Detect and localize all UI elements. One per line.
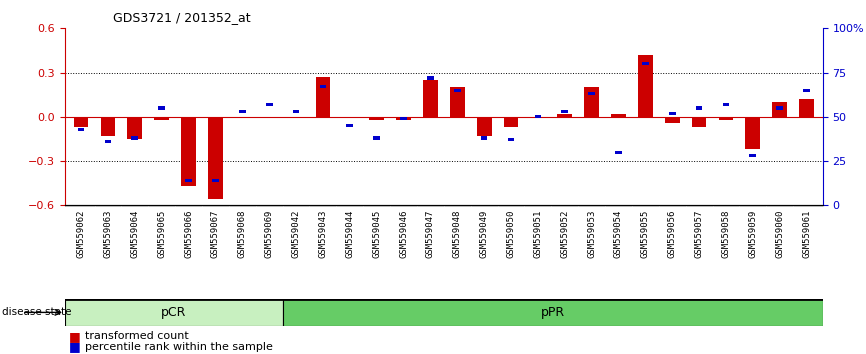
Text: pCR: pCR	[161, 306, 186, 319]
Text: GSM559064: GSM559064	[130, 210, 139, 258]
Bar	[588, 92, 595, 96]
Bar	[749, 154, 756, 158]
Text: GSM559053: GSM559053	[587, 210, 596, 258]
Text: GSM559063: GSM559063	[103, 210, 113, 258]
Bar	[262, 117, 276, 118]
Bar	[585, 87, 599, 117]
Bar	[100, 117, 115, 136]
Text: GSM559043: GSM559043	[319, 210, 327, 258]
Bar	[132, 136, 139, 140]
Bar	[105, 140, 112, 143]
Bar	[400, 117, 407, 120]
Bar	[288, 117, 303, 118]
Text: transformed count: transformed count	[85, 331, 189, 341]
Bar	[561, 110, 568, 113]
Bar	[320, 85, 326, 88]
Text: GSM559057: GSM559057	[695, 210, 703, 258]
Bar	[185, 179, 192, 182]
Text: disease state: disease state	[2, 307, 71, 318]
Text: GSM559059: GSM559059	[748, 210, 758, 258]
Bar	[127, 117, 142, 139]
Text: GSM559048: GSM559048	[453, 210, 462, 258]
Bar	[373, 136, 380, 140]
Text: GSM559069: GSM559069	[265, 210, 274, 258]
Bar	[282, 299, 823, 326]
Bar	[74, 117, 88, 127]
Bar	[507, 138, 514, 142]
Bar	[558, 114, 572, 117]
Bar	[315, 77, 330, 117]
Text: GSM559056: GSM559056	[668, 210, 676, 258]
Bar	[212, 179, 219, 182]
Bar	[638, 55, 653, 117]
Bar	[477, 117, 492, 136]
Bar	[481, 136, 488, 140]
Text: GSM559052: GSM559052	[560, 210, 569, 258]
Text: pPR: pPR	[540, 306, 565, 319]
Bar	[293, 110, 300, 113]
Text: GSM559045: GSM559045	[372, 210, 381, 258]
Bar	[531, 117, 546, 118]
Bar	[235, 117, 249, 118]
Text: GDS3721 / 201352_at: GDS3721 / 201352_at	[113, 11, 250, 24]
Bar	[449, 87, 465, 117]
Text: GSM559049: GSM559049	[480, 210, 488, 258]
Text: GSM559068: GSM559068	[238, 210, 247, 258]
Bar	[665, 117, 680, 123]
Bar	[239, 110, 246, 113]
Bar	[266, 103, 273, 106]
Text: GSM559066: GSM559066	[184, 210, 193, 258]
Bar	[776, 106, 783, 110]
Text: GSM559061: GSM559061	[802, 210, 811, 258]
Bar	[669, 112, 675, 115]
Bar	[534, 115, 541, 119]
Bar	[423, 80, 438, 117]
Bar	[454, 88, 461, 92]
Bar	[504, 117, 519, 127]
Text: GSM559046: GSM559046	[399, 210, 408, 258]
Text: GSM559067: GSM559067	[211, 210, 220, 258]
Text: GSM559062: GSM559062	[76, 210, 86, 258]
Bar	[772, 102, 787, 117]
Text: GSM559060: GSM559060	[775, 210, 785, 258]
Text: percentile rank within the sample: percentile rank within the sample	[85, 342, 273, 352]
Bar	[208, 117, 223, 199]
Bar	[369, 117, 384, 120]
Bar	[722, 103, 729, 106]
Bar	[65, 299, 282, 326]
Text: GSM559058: GSM559058	[721, 210, 730, 258]
Bar	[695, 106, 702, 110]
Text: GSM559047: GSM559047	[426, 210, 435, 258]
Bar	[719, 117, 734, 120]
Text: GSM559050: GSM559050	[507, 210, 515, 258]
Bar	[611, 114, 626, 117]
Bar	[154, 117, 169, 120]
Bar	[692, 117, 707, 127]
Bar	[799, 99, 814, 117]
Bar	[181, 117, 196, 186]
Text: GSM559054: GSM559054	[614, 210, 623, 258]
Bar	[427, 76, 434, 80]
Bar	[642, 62, 649, 65]
Bar	[396, 117, 410, 120]
Text: GSM559065: GSM559065	[158, 210, 166, 258]
Text: GSM559051: GSM559051	[533, 210, 542, 258]
Text: GSM559055: GSM559055	[641, 210, 650, 258]
Text: GSM559044: GSM559044	[346, 210, 354, 258]
Bar	[746, 117, 760, 149]
Bar	[804, 88, 810, 92]
Bar	[615, 150, 622, 154]
Bar	[346, 124, 353, 127]
Text: ■: ■	[69, 341, 81, 353]
Bar	[78, 127, 84, 131]
Text: GSM559042: GSM559042	[292, 210, 301, 258]
Bar	[158, 106, 165, 110]
Text: ■: ■	[69, 330, 81, 343]
